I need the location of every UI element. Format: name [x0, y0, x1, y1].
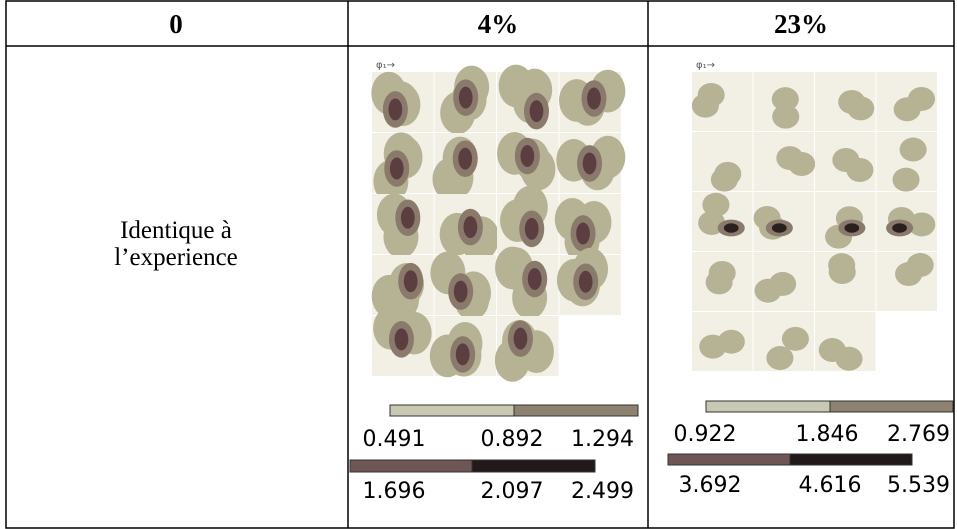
legend-swatch — [829, 400, 954, 413]
contour — [400, 206, 415, 229]
contour — [835, 346, 863, 371]
contour — [458, 147, 473, 170]
contour — [771, 223, 787, 233]
axis-glyph: φ₁→ — [696, 60, 715, 71]
legend-swatch — [349, 459, 473, 473]
axis-glyph: φ₁→ — [376, 60, 395, 71]
contour — [389, 157, 404, 180]
legend-label: 5.539 — [887, 473, 950, 498]
legend-label: 2.769 — [887, 422, 950, 447]
contour — [578, 270, 593, 293]
contour — [529, 100, 544, 123]
contour — [453, 280, 468, 303]
contour — [394, 328, 409, 351]
contour — [705, 270, 733, 295]
legend-swatch — [789, 453, 913, 466]
legend: 0.491 0.892 1.294 1.696 2.097 2.499 — [349, 404, 639, 504]
table-borders — [5, 0, 955, 529]
contour — [582, 152, 597, 175]
contour — [714, 161, 742, 186]
header-cell: 4% — [478, 9, 519, 39]
legend-swatch — [389, 404, 515, 417]
legend-swatch — [705, 400, 831, 413]
contour — [702, 192, 730, 217]
contour — [388, 98, 403, 121]
contour — [403, 270, 418, 293]
legend-label: 3.692 — [679, 473, 742, 498]
contour — [527, 268, 542, 290]
contour — [772, 104, 800, 129]
contour — [691, 93, 719, 118]
contour — [520, 145, 535, 167]
contour — [463, 216, 478, 239]
legend-label: 1.846 — [796, 422, 859, 447]
legend-label: 2.097 — [481, 479, 544, 504]
legend-swatch — [471, 459, 596, 473]
contour — [495, 246, 531, 290]
contour — [847, 96, 875, 121]
legend-label: 4.616 — [799, 473, 862, 498]
legend: 0.922 1.846 2.769 3.692 4.616 5.539 — [667, 400, 954, 498]
contour — [899, 137, 927, 162]
contour — [371, 274, 407, 318]
header-cell: 23% — [774, 9, 828, 39]
contour — [908, 212, 936, 237]
contour — [892, 167, 920, 192]
contour — [458, 86, 473, 109]
legend-swatch — [513, 404, 639, 417]
legend-label: 0.892 — [481, 427, 544, 452]
contour — [513, 327, 528, 350]
legend-label: 1.294 — [571, 427, 634, 452]
legend-label: 2.499 — [571, 479, 634, 504]
contour — [844, 223, 860, 233]
contour — [498, 64, 534, 108]
contour — [723, 223, 739, 233]
contour — [895, 262, 923, 287]
contour — [893, 97, 921, 122]
header-cell: 0 — [169, 9, 183, 39]
contour — [771, 87, 799, 112]
contour — [892, 223, 907, 233]
legend-label: 1.696 — [363, 479, 426, 504]
legend-label: 0.491 — [363, 427, 426, 452]
odf-plots: φ₁→ φ₁→ — [371, 60, 937, 382]
contour — [455, 343, 470, 366]
contour — [828, 253, 856, 278]
contour — [699, 334, 727, 359]
contour — [846, 157, 874, 182]
contour — [769, 271, 797, 296]
legend-label: 0.922 — [674, 422, 737, 447]
contour — [587, 87, 601, 110]
body-text: l’experience — [114, 244, 238, 271]
table-frame — [5, 0, 955, 529]
body-text: Identique à — [120, 217, 232, 244]
contour — [781, 326, 809, 351]
contour — [576, 222, 590, 245]
contour — [766, 346, 794, 371]
legend-swatch — [667, 453, 791, 466]
contour — [776, 146, 804, 171]
contour — [524, 217, 539, 240]
